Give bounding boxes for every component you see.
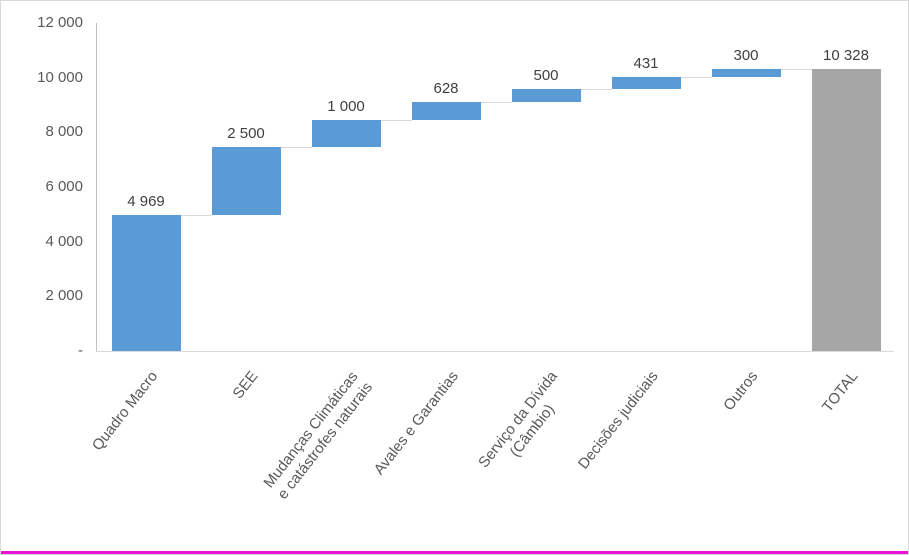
bar-value-label: 628: [433, 80, 459, 98]
category-label: Avales e Garantias: [370, 368, 462, 479]
y-axis-tick-label: -: [78, 342, 83, 359]
waterfall-bar: [211, 146, 281, 216]
category-label: Quadro Macro: [88, 368, 162, 455]
bar-value-label: 300: [733, 46, 759, 64]
waterfall-bar: [511, 88, 581, 103]
connector-line: [180, 215, 212, 217]
waterfall-bar: [611, 76, 681, 89]
bar-value-label: 2 500: [227, 124, 265, 142]
bar-value-label: 4 969: [127, 193, 165, 211]
y-axis-tick-label: 10 000: [37, 68, 83, 86]
category-label: SEE: [229, 368, 262, 403]
category-label: TOTAL: [819, 368, 862, 416]
waterfall-bar: [311, 119, 381, 147]
x-axis-line: [96, 351, 894, 352]
y-axis-tick-label: 4 000: [45, 232, 83, 250]
waterfall-bar: [711, 68, 781, 77]
category-label: Serviço da Dívida (Câmbio): [475, 368, 562, 472]
bar-value-label: 500: [533, 66, 559, 84]
connector-line: [480, 102, 512, 104]
bar-value-label: 431: [633, 54, 659, 72]
connector-line: [380, 119, 412, 121]
y-axis-tick-label: 6 000: [45, 178, 83, 195]
bottom-accent-line: [1, 551, 908, 554]
connector-line: [680, 76, 712, 78]
waterfall-bar: [111, 215, 181, 351]
waterfall-bar: [411, 102, 481, 120]
connector-line: [280, 146, 312, 148]
y-axis-tick-label: 8 000: [45, 123, 83, 141]
y-axis-tick-label: 12 000: [37, 14, 83, 31]
connector-line: [580, 88, 612, 90]
waterfall-bar: [811, 68, 881, 351]
category-label: Outros: [720, 368, 762, 414]
bar-value-label: 10 328: [823, 46, 869, 64]
connector-line: [780, 68, 812, 70]
y-axis-line: [96, 23, 97, 351]
y-axis-tick-label: 2 000: [45, 287, 83, 305]
category-label: Decisões judiciais: [574, 368, 662, 473]
category-label: Mudanças Climáticas e catástrofes natura…: [259, 368, 376, 503]
bar-value-label: 1 000: [327, 97, 365, 115]
